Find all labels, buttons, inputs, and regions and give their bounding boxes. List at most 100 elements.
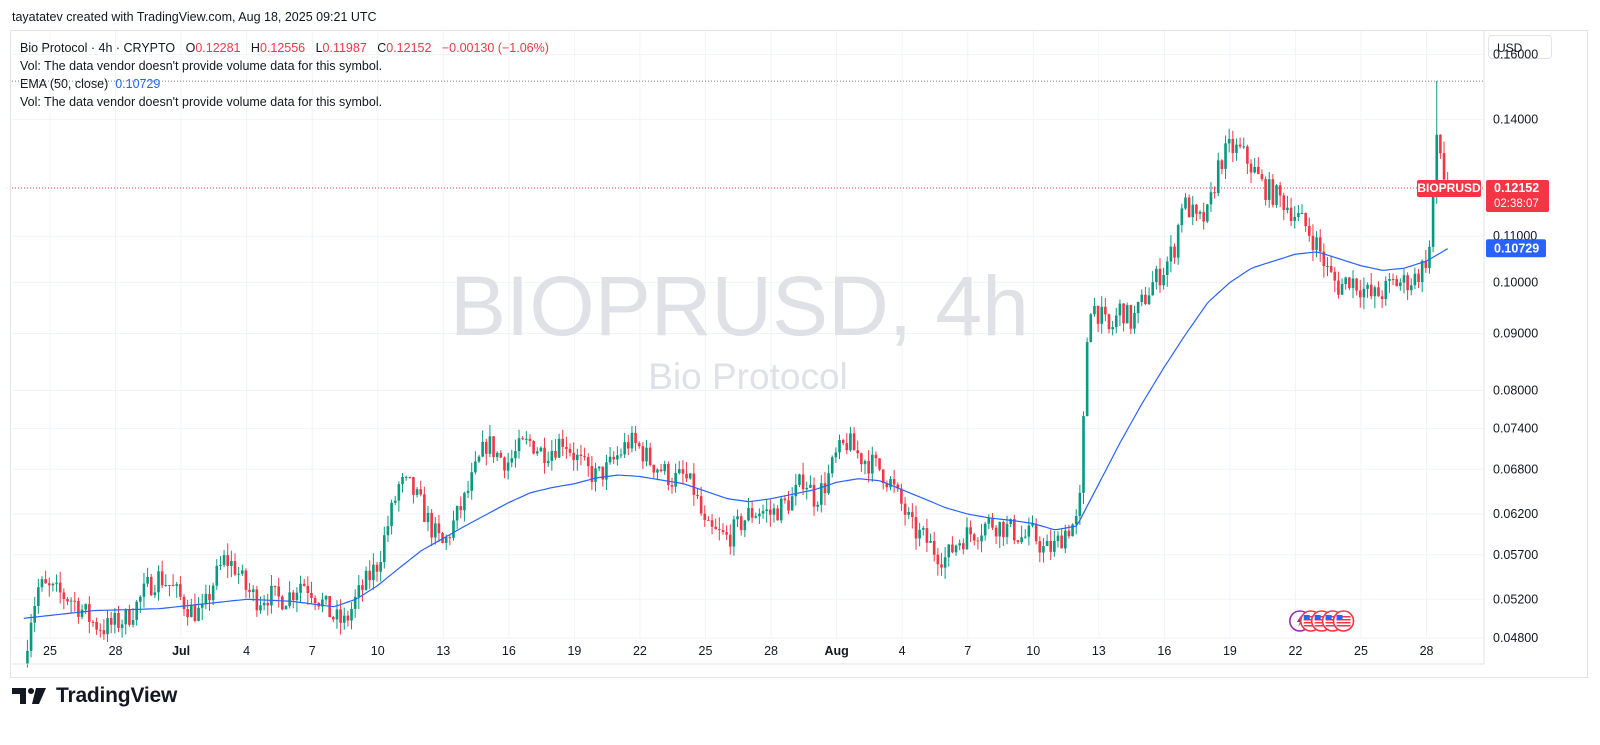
candle-body (1304, 213, 1307, 227)
candle (823, 472, 827, 506)
candle-body (1395, 279, 1398, 287)
candle (1366, 282, 1369, 298)
candle (976, 537, 980, 550)
candle-body (1307, 226, 1311, 236)
candle (273, 585, 277, 596)
candle-body (423, 494, 426, 522)
candle-body (1005, 523, 1009, 538)
candle (415, 487, 419, 498)
candle (517, 429, 521, 459)
candle-body (197, 607, 200, 621)
symbol-label[interactable]: Bio Protocol · 4h · CRYPTO (20, 41, 176, 55)
candle (583, 447, 586, 461)
candle-body (703, 513, 707, 520)
candle (295, 587, 299, 613)
bar-countdown: 02:38:07 (1494, 198, 1539, 210)
candle-body (736, 516, 739, 520)
candle-body (1209, 192, 1213, 205)
candle-body (947, 544, 951, 558)
candle-body (313, 597, 317, 604)
candle (954, 544, 958, 556)
candle (1373, 285, 1377, 309)
candle (525, 431, 528, 445)
candle (383, 526, 386, 569)
candle (149, 573, 153, 597)
candle-body (175, 584, 179, 586)
candle-body (106, 618, 109, 635)
candle-body (1267, 179, 1271, 200)
candle (1344, 276, 1348, 290)
candle-body (1242, 146, 1246, 148)
candle (1096, 305, 1100, 333)
candle (1031, 515, 1034, 528)
candle (58, 571, 62, 604)
candle-body (834, 452, 838, 458)
candle (1187, 194, 1191, 218)
candle (1409, 278, 1413, 296)
candle (619, 448, 623, 459)
candle-body (364, 570, 368, 590)
candle (688, 472, 692, 480)
candle (1144, 286, 1147, 306)
candle-body (769, 509, 772, 515)
candle-body (1329, 265, 1333, 272)
candle-body (1158, 268, 1162, 286)
candle (1038, 536, 1042, 563)
candle (1307, 217, 1311, 242)
candle (528, 434, 532, 447)
candle (623, 432, 626, 459)
candle-body (131, 620, 135, 625)
candle (645, 439, 648, 467)
candle (255, 585, 259, 617)
candle-body (779, 498, 783, 521)
x-tick-label: 7 (309, 644, 316, 658)
candle-body (171, 585, 175, 587)
candle-body (1282, 195, 1286, 210)
ema-row[interactable]: EMA (50, close) 0.10729 (20, 75, 549, 93)
candle (124, 608, 128, 635)
candle (361, 579, 364, 602)
y-tick-label: 0.04800 (1493, 631, 1538, 645)
candle (266, 593, 270, 616)
candle (1198, 210, 1202, 220)
candle (1202, 202, 1205, 230)
candle-body (878, 458, 881, 470)
flag-stripe (1314, 622, 1329, 624)
candle (506, 452, 510, 480)
candle (419, 480, 423, 497)
candle-body (761, 511, 765, 514)
candle (1406, 272, 1409, 301)
candle (379, 551, 382, 582)
candle (1071, 523, 1074, 537)
candle (1206, 203, 1209, 224)
candle-body (991, 517, 994, 528)
candle (616, 446, 619, 466)
candle (1049, 529, 1053, 560)
candle (291, 589, 295, 609)
candle (1020, 525, 1023, 544)
x-tick-label: 4 (899, 644, 906, 658)
candle-body (532, 440, 535, 454)
candle (368, 560, 372, 589)
candle-body (1191, 204, 1195, 218)
candle (634, 425, 637, 452)
candle (867, 450, 870, 483)
candle (1253, 158, 1256, 174)
candle-body (918, 529, 921, 539)
candle (1271, 174, 1275, 208)
candle (783, 495, 787, 504)
candle (353, 589, 357, 618)
candle-body (433, 523, 437, 538)
candle-body (630, 432, 634, 449)
candle (142, 572, 146, 608)
tradingview-logo[interactable]: TradingView (12, 684, 177, 708)
candle-body (266, 602, 270, 606)
tradingview-brand: TradingView (56, 684, 178, 707)
candle (1133, 305, 1136, 334)
candle (179, 576, 182, 601)
candle-body (455, 506, 459, 521)
candle (856, 440, 860, 459)
candle (484, 438, 488, 466)
currency-selector[interactable]: USD (1488, 35, 1552, 59)
